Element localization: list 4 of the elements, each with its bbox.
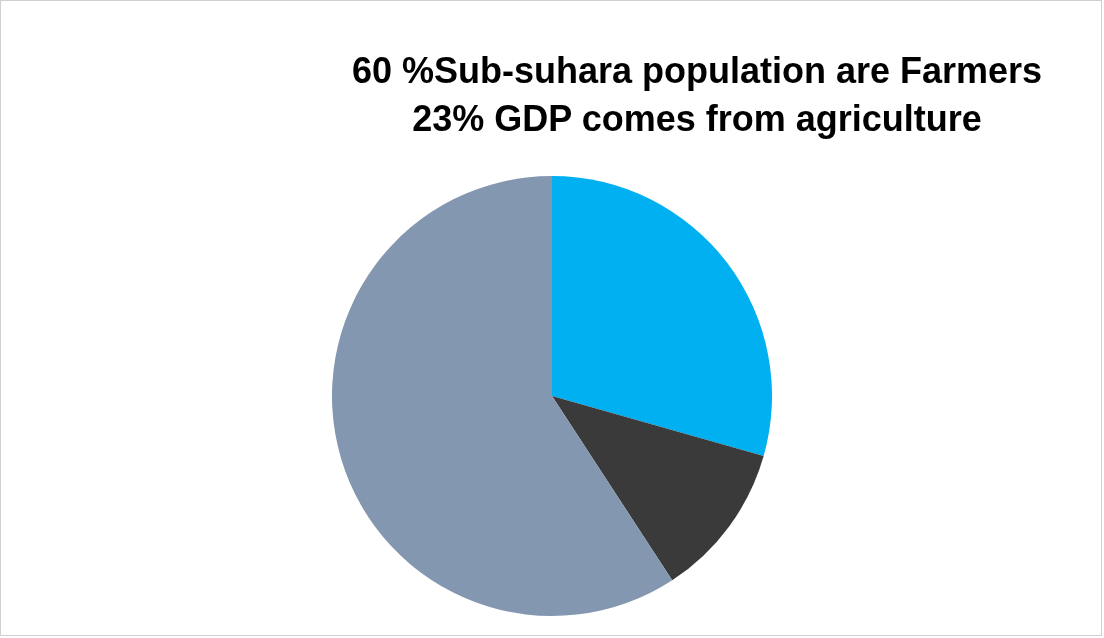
chart-title: 60 %Sub-suhara population are Farmers 23% GDP comes from agriculture <box>351 50 1043 139</box>
pie-slice <box>552 396 764 581</box>
pie-slice <box>332 176 673 616</box>
pie-slice <box>552 176 772 457</box>
